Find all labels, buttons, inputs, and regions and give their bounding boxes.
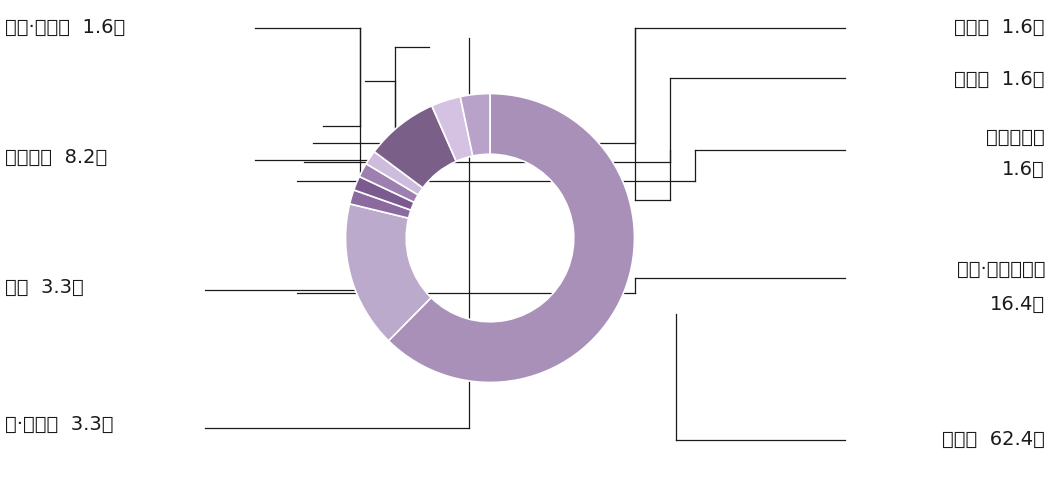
Text: 卸·小売業  3.3％: 卸·小売業 3.3％ [5,415,113,434]
Text: 技術·サービス業: 技術·サービス業 [957,260,1045,279]
Wedge shape [354,176,414,210]
Wedge shape [359,163,418,202]
Text: その他  1.6％: その他 1.6％ [954,70,1045,89]
Text: 建設業  62.4％: 建設業 62.4％ [942,430,1045,449]
Wedge shape [388,94,634,382]
Text: 1.6％: 1.6％ [1003,160,1045,179]
Wedge shape [366,152,423,195]
Wedge shape [432,97,472,161]
Wedge shape [350,190,411,218]
Text: 金融·保険業  1.6％: 金融·保険業 1.6％ [5,18,125,37]
Wedge shape [460,94,490,156]
Text: 輸送  3.3％: 輸送 3.3％ [5,278,84,297]
Text: 16.4％: 16.4％ [990,295,1045,314]
Text: 公務員  1.6％: 公務員 1.6％ [954,18,1045,37]
Text: 不動産業  8.2％: 不動産業 8.2％ [5,148,107,167]
Text: 情報通信業: 情報通信業 [986,128,1045,147]
Wedge shape [345,204,432,341]
Wedge shape [374,106,457,188]
